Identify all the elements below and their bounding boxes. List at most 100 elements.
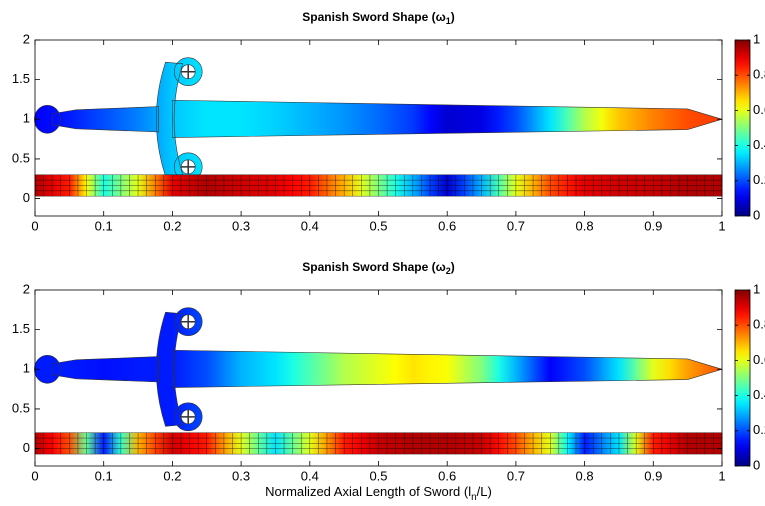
colorbar-tick-label: 1 (753, 281, 760, 296)
x-tick-label: 0.9 (644, 218, 662, 233)
sword-segment (498, 307, 534, 431)
outline (156, 311, 184, 427)
outline (51, 106, 159, 133)
x-tick-label: 0.8 (576, 218, 594, 233)
colorbar-tick-label: 0 (753, 207, 760, 222)
sword-segment (464, 307, 500, 431)
x-tick-label: 0.2 (163, 218, 181, 233)
y-tick-label: 1 (23, 111, 30, 126)
ring-spokes (181, 314, 196, 329)
text: /L) (477, 484, 492, 499)
colorbar-tick-label: 0.8 (753, 67, 765, 82)
sword-segment (223, 307, 259, 431)
ring-spokes (181, 409, 196, 424)
chart-title: Spanish Sword Shape (ω2) (302, 260, 455, 276)
text: Spanish Sword Shape (ω (302, 260, 446, 274)
sword-segment (635, 307, 671, 431)
colorbar (734, 39, 751, 217)
x-tick-label: 0.7 (507, 218, 525, 233)
x-tick-label: 0.1 (95, 468, 113, 483)
y-tick-label: 0.5 (12, 150, 30, 165)
x-tick-label: 0.7 (507, 468, 525, 483)
sword-segment-group (34, 57, 722, 181)
y-tick-label: 1 (23, 361, 30, 376)
x-tick-label: 0 (31, 218, 38, 233)
colorbar-tick-label: 0.8 (753, 317, 765, 332)
text: Normalized Axial Length of Sword (l (265, 484, 471, 499)
x-tick-label: 0.6 (438, 468, 456, 483)
sword-segment (429, 57, 465, 181)
x-tick-label: 0.3 (232, 218, 250, 233)
sword-segment (670, 57, 706, 181)
sword-segment (223, 57, 259, 181)
text: Spanish Sword Shape (ω (302, 10, 446, 24)
sword-segment (635, 57, 671, 181)
sword-segment (51, 307, 87, 431)
sword-segment (120, 307, 156, 431)
outline (172, 99, 724, 138)
colorbar-tick-label: 0.6 (753, 352, 765, 367)
sword-segment (86, 307, 122, 431)
y-tick-label: 0 (23, 190, 30, 205)
text: ) (451, 260, 455, 274)
sword-segment (326, 307, 362, 431)
colorbar-tick-label: 0.4 (753, 137, 765, 152)
sword-segment (326, 57, 362, 181)
x-tick-label: 0.9 (644, 468, 662, 483)
sword-segment (292, 57, 328, 181)
sword-segment-group (34, 307, 722, 431)
sword-segment (51, 57, 87, 181)
subscript: n (471, 492, 477, 503)
sword-segment (361, 307, 396, 431)
outline (173, 402, 203, 432)
x-tick-label: 1 (718, 218, 725, 233)
outline (51, 356, 159, 383)
colorbar-tick-label: 0.2 (753, 172, 765, 187)
x-tick-label: 0.1 (95, 218, 113, 233)
sword-segment (567, 307, 603, 431)
x-tick-label: 0.8 (576, 468, 594, 483)
sword-segment (257, 57, 293, 181)
y-tick-label: 1.5 (12, 321, 30, 336)
x-tick-label: 0.4 (301, 468, 319, 483)
sword-segment (395, 307, 431, 431)
sword-segment (120, 57, 156, 181)
sword-segment (395, 57, 431, 181)
y-tick-label: 2 (23, 281, 30, 296)
sword-segment (670, 307, 706, 431)
mesh-grid (34, 174, 723, 197)
x-tick-label: 0.4 (301, 218, 319, 233)
sword-segment (567, 57, 603, 181)
chart-title: Spanish Sword Shape (ω1) (302, 10, 455, 26)
sword-segment (532, 57, 568, 181)
outline (173, 307, 203, 337)
sword-segment (601, 57, 637, 181)
x-tick-label: 0.5 (369, 218, 387, 233)
colorbar-tick-label: 1 (753, 31, 760, 46)
sword-outline (34, 307, 724, 432)
y-tick-label: 1.5 (12, 71, 30, 86)
ring-spokes (181, 159, 196, 174)
outline (34, 104, 61, 134)
sword-segment (532, 307, 568, 431)
ring-spokes (181, 64, 196, 79)
x-tick-label: 1 (718, 468, 725, 483)
subscript: 2 (446, 266, 451, 276)
x-tick-label: 0.3 (232, 468, 250, 483)
sword-segment (498, 57, 534, 181)
y-tick-label: 0.5 (12, 400, 30, 415)
sword-segment (86, 57, 122, 181)
sword-segment (361, 57, 396, 181)
sword-segment (429, 307, 465, 431)
y-tick-label: 0 (23, 440, 30, 455)
outline (172, 349, 724, 388)
colorbar-tick-label: 0.6 (753, 102, 765, 117)
text: ) (451, 10, 455, 24)
sword-segment (292, 307, 328, 431)
mesh-grid (34, 432, 723, 455)
colorbar-tick-label: 0.4 (753, 387, 765, 402)
x-tick-label: 0 (31, 468, 38, 483)
y-tick-label: 2 (23, 31, 30, 46)
